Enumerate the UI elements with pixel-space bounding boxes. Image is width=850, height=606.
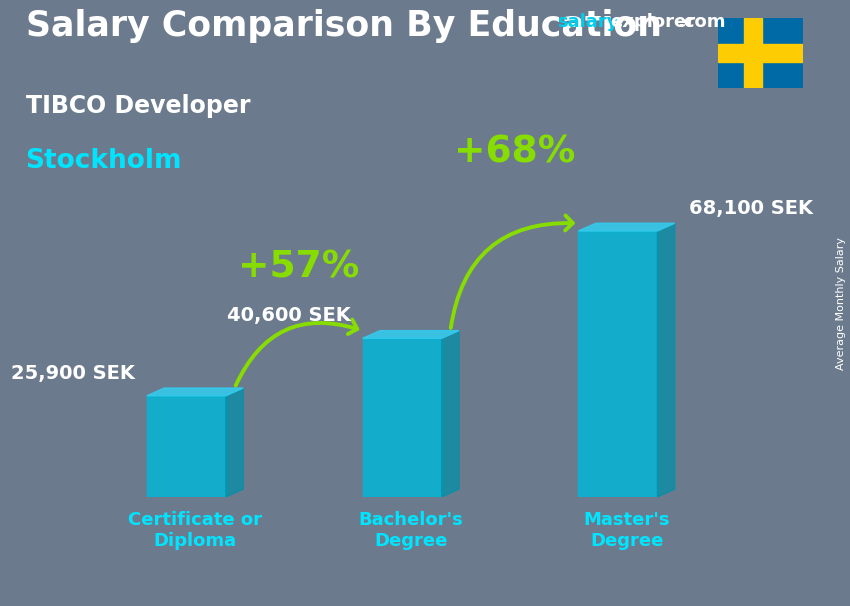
Bar	[363, 338, 442, 497]
Polygon shape	[657, 223, 675, 497]
Text: Average Monthly Salary: Average Monthly Salary	[836, 236, 846, 370]
Text: Salary Comparison By Education: Salary Comparison By Education	[26, 9, 661, 43]
Bar	[578, 231, 657, 497]
Text: explorer: explorer	[610, 13, 695, 32]
Text: Bachelor's
Degree: Bachelor's Degree	[359, 511, 463, 550]
Text: 25,900 SEK: 25,900 SEK	[11, 364, 135, 383]
Text: +68%: +68%	[454, 135, 575, 171]
Text: Certificate or
Diploma: Certificate or Diploma	[128, 511, 262, 550]
Polygon shape	[442, 331, 459, 497]
Text: 40,600 SEK: 40,600 SEK	[227, 307, 351, 325]
FancyArrowPatch shape	[235, 319, 357, 385]
Polygon shape	[578, 223, 675, 231]
Bar	[718, 44, 803, 62]
Text: salary: salary	[557, 13, 618, 32]
Text: .com: .com	[677, 13, 726, 32]
Text: Master's
Degree: Master's Degree	[583, 511, 670, 550]
Text: 68,100 SEK: 68,100 SEK	[689, 199, 813, 218]
Bar	[147, 396, 226, 497]
Polygon shape	[363, 331, 459, 338]
Text: Stockholm: Stockholm	[26, 148, 182, 175]
Text: +57%: +57%	[238, 249, 360, 285]
Polygon shape	[226, 388, 243, 497]
FancyArrowPatch shape	[450, 215, 573, 328]
Bar	[744, 18, 762, 88]
Polygon shape	[147, 388, 243, 396]
Text: TIBCO Developer: TIBCO Developer	[26, 94, 250, 118]
